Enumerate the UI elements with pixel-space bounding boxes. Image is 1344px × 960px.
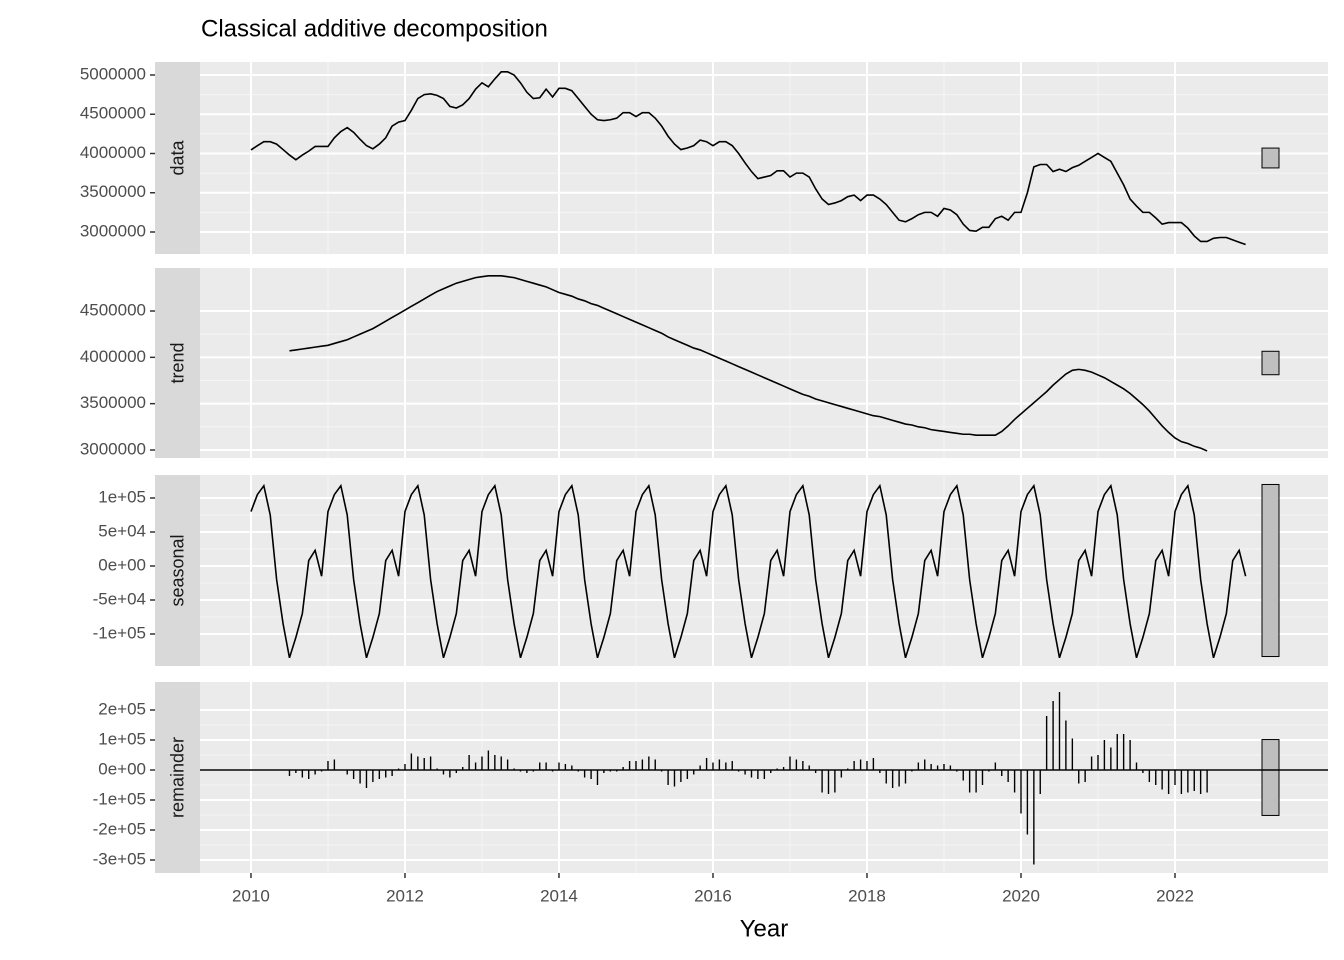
series-line [289,274,1208,452]
strip [155,475,200,666]
strip [155,268,200,458]
y-tick-label: 4500000 [80,300,146,319]
panel-background [200,62,1328,254]
strip [155,682,200,873]
series-line [250,483,1247,659]
y-tick-label: -5e+04 [93,589,146,608]
y-tick-label: 4000000 [80,143,146,162]
y-tick-label: 3500000 [80,182,146,201]
x-tick-label: 2022 [1156,886,1194,905]
x-tick-label: 2016 [694,886,732,905]
x-tick-label: 2014 [540,886,578,905]
range-bar [1261,147,1280,169]
range-bar [1261,739,1280,816]
y-tick-label: 1e+05 [98,487,146,506]
y-tick-label: 2e+05 [98,699,146,718]
range-bar [1261,483,1280,658]
y-tick-label: 4500000 [80,104,146,123]
y-tick-label: 5e+04 [98,521,146,540]
y-tick-label: -1e+05 [93,789,146,808]
y-tick-label: 1e+05 [98,729,146,748]
chart-title: Classical additive decomposition [201,15,548,42]
y-tick-label: 3500000 [80,393,146,412]
y-tick-label: -1e+05 [93,623,146,642]
series-line [250,71,1246,246]
strip-label: remainder [167,737,187,818]
y-tick-label: 4000000 [80,347,146,366]
y-tick-label: 0e+00 [98,555,146,574]
panel-background [200,475,1328,666]
x-tick-label: 2020 [1002,886,1040,905]
y-tick-label: -2e+05 [93,819,146,838]
strip-label: trend [167,342,187,383]
y-tick-label: 3000000 [80,221,146,240]
y-tick-label: 3000000 [80,439,146,458]
range-bar [1261,350,1280,376]
strip-label: data [167,140,187,176]
y-tick-label: 0e+00 [98,759,146,778]
y-tick-label: 5000000 [80,64,146,83]
y-tick-label: -3e+05 [93,849,146,868]
x-tick-label: 2012 [386,886,424,905]
x-tick-label: 2010 [232,886,270,905]
strip [155,62,200,254]
x-axis-title: Year [740,915,789,942]
strip-label: seasonal [167,534,187,606]
x-tick-label: 2018 [848,886,886,905]
panel-background [200,268,1328,458]
